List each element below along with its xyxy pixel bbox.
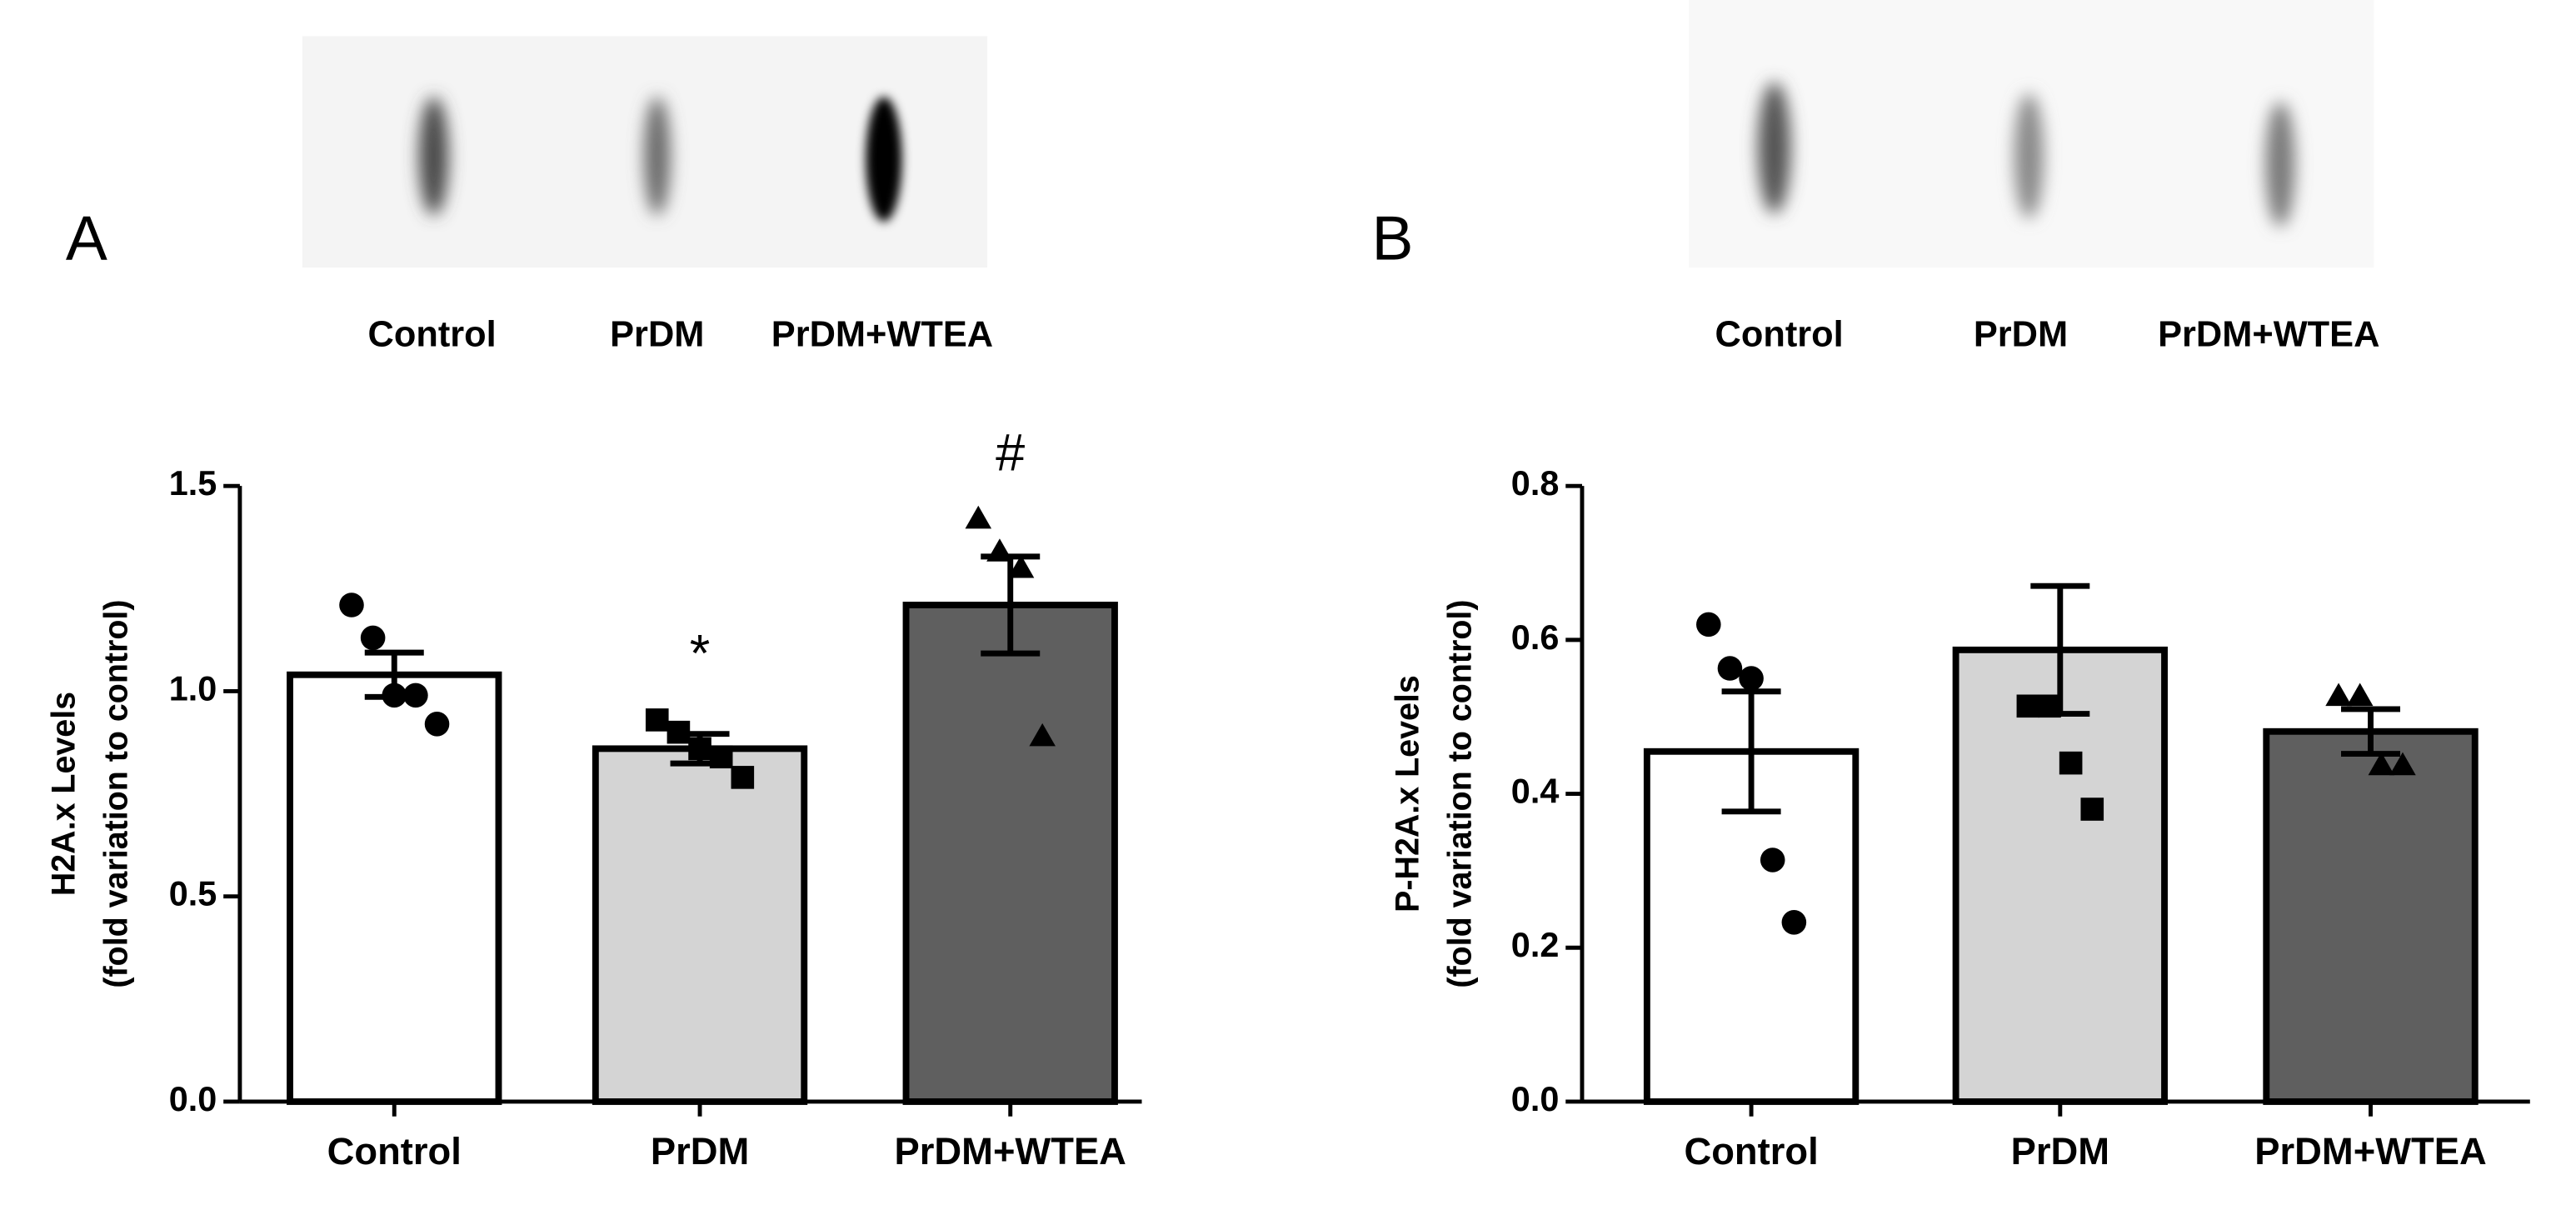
y-axis-label: (fold variation to control) — [97, 600, 134, 988]
y-tick-label: 1.0 — [169, 669, 217, 708]
x-tick-label: PrDM — [2011, 1130, 2109, 1172]
error-bar — [2030, 582, 2090, 717]
data-point — [2059, 751, 2083, 775]
chart-panel: A Control PrDM PrDM+WTEA H2A.x Levels (fold v… — [45, 202, 1142, 1172]
data-point — [339, 592, 364, 618]
error-bar — [2341, 706, 2401, 757]
x-tick-label: Control — [327, 1130, 462, 1172]
blot-lane-label: Control — [368, 314, 497, 354]
data-point — [1029, 722, 1056, 747]
x-tick-label: Control — [1684, 1130, 1818, 1172]
blot-lane-label: PrDM+WTEA — [771, 314, 993, 354]
chart-panel: B Control PrDM PrDM+WTEA P-H2A.x Levels (fold… — [1372, 202, 2530, 1172]
y-axis-label: H2A.x Levels — [45, 692, 82, 896]
y-tick-label: 0.0 — [169, 1080, 217, 1118]
x-tick-label: PrDM+WTEA — [2254, 1130, 2486, 1172]
data-point — [360, 625, 386, 651]
y-tick-label: 0.8 — [1511, 464, 1560, 502]
data-point — [1717, 656, 1743, 681]
y-tick-label: 0.4 — [1511, 772, 1560, 811]
data-point — [1760, 848, 1785, 872]
bar — [1952, 646, 2168, 1105]
y-tick-label: 0.0 — [1511, 1080, 1560, 1118]
data-point — [2389, 752, 2416, 776]
blot-lane-label: Control — [1715, 314, 1844, 354]
data-point — [965, 505, 992, 529]
data-point — [731, 766, 755, 789]
bar — [2263, 728, 2479, 1105]
error-bar — [981, 553, 1041, 657]
blot-lane-label: PrDM — [1974, 314, 2068, 354]
data-point — [1781, 910, 1807, 935]
y-axis-label: P-H2A.x Levels — [1389, 675, 1425, 912]
bar — [592, 745, 808, 1105]
bar — [902, 602, 1118, 1105]
panel-letter: A — [66, 202, 107, 272]
data-point — [2325, 682, 2352, 707]
data-point — [2080, 798, 2104, 821]
blot-lane-label: PrDM+WTEA — [2158, 314, 2379, 354]
y-axis-label: (fold variation to control) — [1441, 600, 1478, 988]
significance-label: * — [690, 625, 711, 683]
blot-image — [1689, 0, 2374, 268]
bar — [287, 671, 502, 1105]
data-point — [424, 712, 450, 737]
error-bar — [364, 649, 424, 700]
x-tick-label: PrDM+WTEA — [895, 1130, 1126, 1172]
data-point — [2368, 752, 2395, 776]
data-point — [1007, 554, 1035, 578]
data-point — [2346, 682, 2374, 707]
data-point — [645, 708, 669, 732]
y-tick-label: 0.6 — [1511, 618, 1560, 657]
y-tick-label: 0.5 — [169, 875, 217, 913]
significance-label: # — [996, 423, 1025, 482]
blot-image — [302, 36, 988, 268]
y-tick-label: 1.5 — [169, 464, 217, 502]
panel-letter: B — [1372, 202, 1414, 272]
y-tick-label: 0.2 — [1511, 926, 1560, 964]
error-bar — [1721, 688, 1781, 815]
data-point — [1739, 666, 1764, 691]
data-point — [1696, 612, 1721, 638]
blot-lane-label: PrDM — [610, 314, 704, 354]
x-tick-label: PrDM — [651, 1130, 749, 1172]
error-bar — [670, 731, 730, 767]
